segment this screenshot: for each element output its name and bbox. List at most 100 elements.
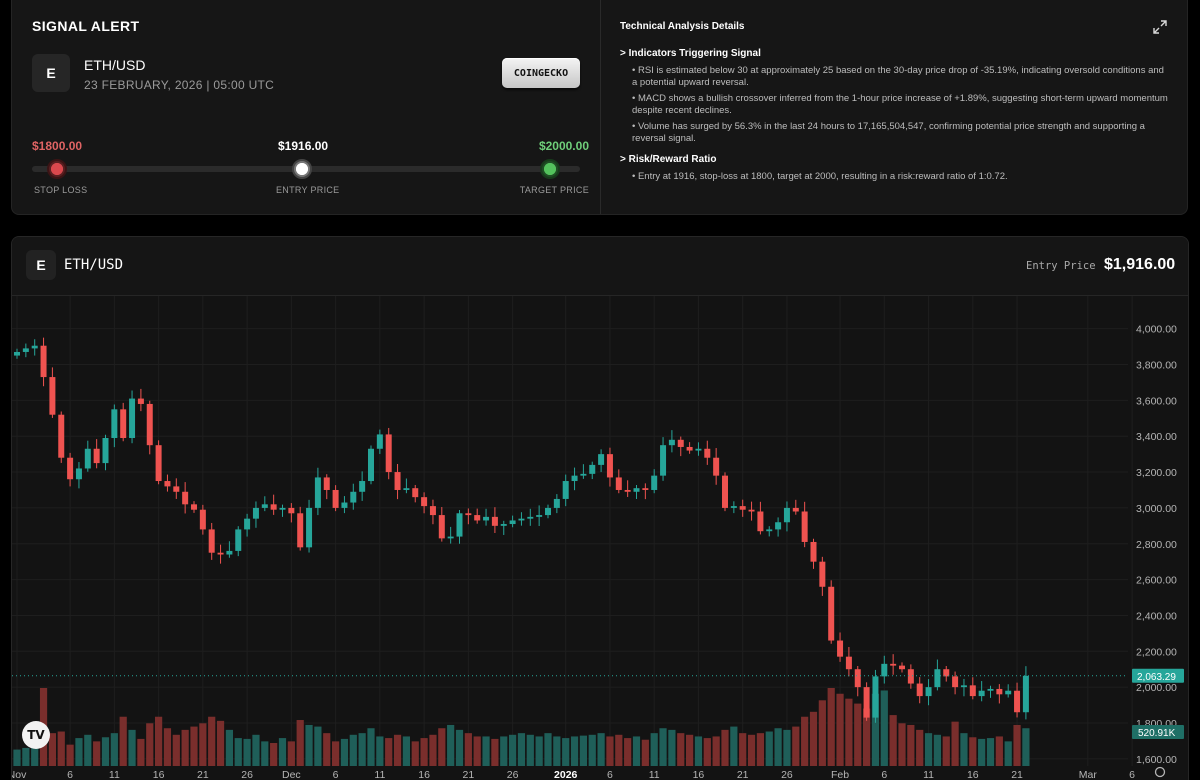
- candle-body: [810, 541, 817, 562]
- volume-bar: [703, 738, 711, 766]
- volume-bar: [473, 736, 481, 766]
- candle-body: [536, 515, 543, 517]
- volume-bar: [358, 733, 366, 766]
- volume-bar: [261, 741, 269, 766]
- candle-body: [987, 688, 994, 691]
- x-axis-tick-label: Feb: [831, 769, 849, 780]
- x-axis-tick-label: 6: [67, 769, 73, 780]
- expand-icon[interactable]: [1153, 20, 1167, 34]
- volume-bar: [553, 736, 561, 766]
- volume-bar: [650, 733, 658, 766]
- volume-bar: [402, 736, 410, 766]
- candle-body: [474, 515, 481, 521]
- volume-bar: [252, 734, 260, 766]
- candle-body: [129, 398, 136, 439]
- candle-body: [943, 669, 950, 677]
- candle-body: [40, 345, 47, 378]
- volume-bar: [668, 729, 676, 766]
- candle-body: [368, 448, 374, 482]
- volume-bar: [110, 733, 118, 766]
- volume-bar: [809, 711, 818, 766]
- volume-bar: [75, 738, 83, 766]
- volume-bar: [314, 726, 322, 766]
- volume-bar: [137, 738, 145, 766]
- candle-body: [695, 448, 702, 451]
- candle-body: [553, 498, 560, 508]
- candle-body: [660, 445, 667, 476]
- volume-bar: [296, 720, 304, 766]
- candlestick-chart[interactable]: 4,000.00 3,800.00 3,600.00 3,400.00 3,200.00…: [12, 296, 1188, 780]
- candle-body: [500, 524, 507, 526]
- candle-body: [279, 507, 286, 510]
- x-axis-tick-label: 11: [649, 769, 660, 780]
- candle-body: [376, 434, 383, 449]
- candle-body: [137, 398, 144, 404]
- candle-body: [93, 448, 100, 464]
- volume-bar: [827, 688, 835, 766]
- candle-body: [421, 497, 428, 507]
- candle-body: [704, 448, 711, 458]
- x-axis-tick-label: 21: [463, 769, 475, 780]
- volume-bar: [756, 733, 764, 766]
- panel-divider: [600, 0, 601, 214]
- chart-entry-label: Entry Price: [1026, 260, 1096, 272]
- candle-body: [403, 488, 410, 490]
- stop-loss-label: STOP LOSS: [34, 185, 88, 195]
- x-axis-tick-label: 26: [781, 769, 793, 780]
- volume-bar: [22, 747, 30, 766]
- volume-bar: [615, 734, 623, 766]
- candle-body: [819, 561, 826, 587]
- candle-body: [394, 472, 401, 490]
- candle-body: [1005, 690, 1012, 695]
- candle-body: [14, 351, 20, 356]
- volume-bar: [1022, 728, 1030, 766]
- candle-body: [22, 348, 29, 352]
- candle-body: [642, 488, 649, 490]
- x-axis-tick-label: 6: [607, 769, 613, 780]
- candle-body: [686, 446, 693, 451]
- signal-summary: SIGNAL ALERT E ETH/USD 23 FEBRUARY, 2026…: [12, 0, 600, 214]
- volume-bar: [1013, 724, 1021, 766]
- y-axis-tick-label: 3,600.00: [1136, 395, 1177, 407]
- tradingview-logo[interactable]: TV: [22, 721, 50, 749]
- volume-bar: [721, 729, 729, 766]
- candle-body: [854, 669, 861, 688]
- volume-bar: [455, 729, 464, 766]
- volume-bar: [57, 731, 65, 766]
- volume-bar: [544, 733, 552, 766]
- volume-bar: [305, 724, 313, 766]
- x-axis-tick-label: 2026: [554, 769, 578, 780]
- candle-body: [783, 507, 790, 523]
- candle-body: [261, 504, 268, 508]
- technical-analysis-title: Technical Analysis Details: [620, 21, 745, 32]
- coingecko-button[interactable]: COINGECKO: [502, 58, 580, 88]
- volume-bar: [588, 734, 596, 766]
- volume-bar: [420, 738, 428, 766]
- volume-bar: [163, 728, 172, 766]
- candle-body: [545, 507, 551, 516]
- candle-body: [164, 481, 171, 487]
- indicator-item: • MACD shows a bullish crossover inferre…: [632, 93, 1168, 116]
- technical-analysis: Technical Analysis Details > Indicators …: [612, 0, 1189, 214]
- volume-label: 520.91K: [1138, 728, 1176, 739]
- volume-bar: [624, 738, 632, 766]
- volume-bar: [792, 726, 800, 766]
- volume-bar: [570, 736, 579, 766]
- volume-bar: [880, 690, 888, 766]
- volume-bar: [84, 734, 92, 766]
- candle-body: [111, 409, 118, 439]
- asset-pair: ETH/USD: [84, 57, 146, 73]
- last-price-label: 2,063.29: [1137, 672, 1176, 683]
- volume-bar: [208, 716, 216, 766]
- volume-bar: [995, 736, 1003, 766]
- candle-body: [120, 409, 127, 439]
- candle-body: [491, 516, 498, 526]
- candle-body: [483, 516, 490, 521]
- candle-body: [465, 513, 472, 516]
- x-axis-tick-label: Nov: [12, 769, 27, 780]
- volume-bar: [278, 738, 287, 766]
- candle-body: [359, 481, 366, 492]
- volume-bar: [509, 734, 517, 766]
- volume-bar: [48, 733, 56, 766]
- volume-bar: [916, 729, 924, 766]
